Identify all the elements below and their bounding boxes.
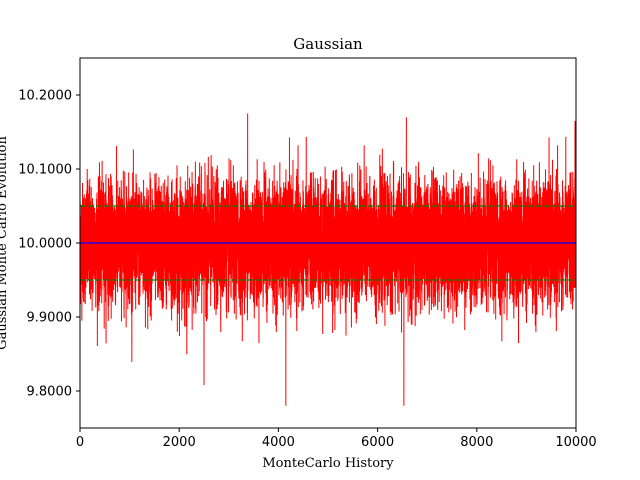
- plot-area: [80, 113, 576, 406]
- x-tick-label: 2000: [163, 435, 196, 450]
- chart-title: Gaussian: [293, 35, 363, 53]
- y-tick-label: 9.9000: [27, 311, 73, 326]
- x-tick-label: 6000: [361, 435, 394, 450]
- reference-lines: [80, 205, 576, 281]
- y-tick-label: 9.8000: [27, 385, 73, 400]
- series-line: [80, 113, 576, 406]
- y-tick-label: 10.2000: [18, 89, 72, 104]
- y-axis: 9.8000 9.9000 10.0000 10.1000 10.2000: [18, 89, 80, 400]
- y-axis-label: Gaussian Monte Carlo Evolution: [0, 136, 10, 350]
- x-axis-label: MonteCarlo History: [262, 456, 394, 471]
- x-tick-label: 10000: [555, 435, 596, 450]
- x-tick-label: 4000: [262, 435, 295, 450]
- x-axis: 0 2000 4000 6000 8000 10000: [76, 428, 597, 450]
- y-tick-label: 10.0000: [18, 237, 72, 252]
- y-tick-label: 10.1000: [18, 163, 72, 178]
- x-tick-label: 8000: [460, 435, 493, 450]
- x-tick-label: 0: [76, 435, 84, 450]
